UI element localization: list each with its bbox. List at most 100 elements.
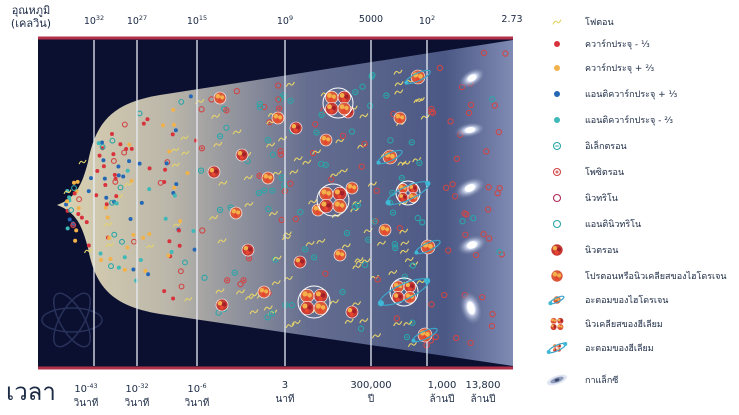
neutrino-particle bbox=[393, 315, 400, 322]
nucleus-proton bbox=[325, 90, 339, 104]
neutrino-particle bbox=[479, 294, 486, 301]
quark-particle bbox=[79, 215, 84, 220]
legend-swatch bbox=[548, 295, 565, 306]
antiquark-particle bbox=[64, 202, 69, 207]
antiquark-particle bbox=[116, 173, 121, 178]
neutrino-particle bbox=[277, 148, 284, 155]
photon-icon bbox=[407, 341, 417, 348]
antineutrino-particle bbox=[367, 102, 374, 109]
antiquark-particle bbox=[65, 226, 70, 231]
quark-particle bbox=[163, 167, 168, 172]
legend-item: โปรตอนหรือนิวเคลียสของไฮโดรเจน bbox=[545, 268, 727, 284]
photon-icon bbox=[235, 289, 246, 295]
photon-icon bbox=[308, 199, 318, 205]
photon-icon bbox=[355, 259, 365, 265]
quark-particle bbox=[171, 122, 176, 127]
photon-icon bbox=[285, 81, 295, 87]
quark-particle bbox=[105, 215, 110, 220]
photon-icon bbox=[213, 141, 223, 148]
time-unit: ล้านปี bbox=[429, 394, 455, 405]
antineutrino-particle bbox=[178, 98, 185, 105]
quark-particle bbox=[111, 152, 116, 157]
neutrino-particle bbox=[328, 176, 335, 183]
legend-item: โฟตอน bbox=[545, 14, 614, 30]
neutrino-particle bbox=[442, 184, 450, 191]
legend-item: แอนติควาร์กประจุ - ⅔ bbox=[545, 112, 673, 128]
nucleus-proton bbox=[332, 199, 347, 214]
time-label: 10-43 วินาที bbox=[74, 379, 99, 411]
photon-icon bbox=[291, 319, 301, 326]
nucleus-neutron bbox=[332, 186, 347, 201]
electron-particle bbox=[408, 139, 415, 146]
time-exponent: -43 bbox=[87, 382, 98, 390]
antineutrino-particle bbox=[357, 325, 365, 332]
neutrino-particle bbox=[121, 149, 128, 156]
neutrino-particle bbox=[373, 187, 380, 194]
helium-atom-icon bbox=[545, 340, 569, 356]
electron-particle bbox=[269, 187, 276, 194]
neutrino-particle bbox=[428, 105, 435, 113]
legend-item: โพซิตรอน bbox=[545, 164, 624, 180]
positron-particle bbox=[275, 105, 283, 112]
quark-particle bbox=[167, 239, 172, 244]
antiquark-particle bbox=[163, 216, 168, 221]
positron-icon bbox=[545, 164, 569, 180]
time-label: 10-32 วินาที bbox=[125, 379, 150, 411]
photon-icon bbox=[271, 280, 281, 286]
legend-label: โปรตอนหรือนิวเคลียสของไฮโดรเจน bbox=[585, 272, 727, 282]
antiquark-particle bbox=[131, 267, 136, 272]
nucleus-neutron bbox=[325, 102, 339, 116]
legend-label: นิวตรอน bbox=[585, 246, 619, 256]
galaxy-image bbox=[457, 66, 487, 90]
neutrino-particle bbox=[502, 50, 509, 57]
quark-particle bbox=[101, 164, 106, 169]
quark-particle bbox=[76, 206, 81, 211]
neutrino-particle bbox=[322, 270, 329, 277]
antineutrino-particle bbox=[223, 124, 230, 131]
neutron-icon bbox=[545, 242, 569, 258]
photon-icon bbox=[388, 269, 398, 276]
quark-particle bbox=[94, 193, 99, 198]
photon-icon bbox=[352, 301, 362, 307]
electron-particle bbox=[389, 209, 397, 216]
photon-icon bbox=[293, 156, 303, 162]
antiquark-particle bbox=[139, 200, 144, 205]
legend-label: อะตอมของฮีเลียม bbox=[585, 344, 654, 354]
temperature-label: 1032 bbox=[84, 14, 104, 27]
neutrino-particle bbox=[275, 82, 282, 89]
electron-particle bbox=[371, 218, 378, 225]
antiquark-particle bbox=[99, 140, 104, 145]
antineutrino-particle bbox=[68, 207, 75, 214]
electron-particle bbox=[216, 206, 224, 213]
helium-nucleus-icon bbox=[545, 315, 569, 333]
neutrino-particle bbox=[361, 140, 368, 147]
photon-icon bbox=[352, 263, 362, 270]
proton-particle bbox=[271, 111, 285, 125]
time-value: 10 bbox=[187, 384, 201, 395]
neutron-particle bbox=[293, 255, 307, 269]
epoch-dividers bbox=[93, 40, 428, 366]
quark-particle bbox=[86, 243, 91, 248]
antineutrino-particle bbox=[348, 128, 356, 135]
legend-label: แอนติควาร์กประจุ - ⅔ bbox=[585, 116, 673, 126]
electron-particle bbox=[268, 310, 276, 317]
neutrino-particle bbox=[436, 64, 444, 72]
legend-label: อิเล็กตรอน bbox=[585, 142, 627, 152]
antineutrino-particle bbox=[387, 137, 394, 144]
quark-particle bbox=[162, 179, 167, 184]
antiquark-particle bbox=[174, 182, 179, 187]
antiquark-particle bbox=[147, 187, 152, 192]
quark-particle bbox=[172, 185, 177, 190]
time-unit: วินาที bbox=[73, 398, 99, 409]
proton-particle bbox=[333, 248, 347, 262]
temperature-value: 5000 bbox=[358, 14, 384, 25]
quark-particle bbox=[127, 142, 132, 147]
antineutrino-particle bbox=[470, 215, 477, 222]
neutrino-particle bbox=[445, 247, 452, 254]
neutron-particle bbox=[241, 243, 255, 257]
photon-icon bbox=[316, 238, 326, 244]
antiquark-particle bbox=[172, 193, 177, 198]
proton-particle bbox=[213, 91, 227, 105]
antiquark-minus-two-thirds-icon bbox=[545, 112, 569, 128]
photon-icon bbox=[399, 228, 409, 234]
